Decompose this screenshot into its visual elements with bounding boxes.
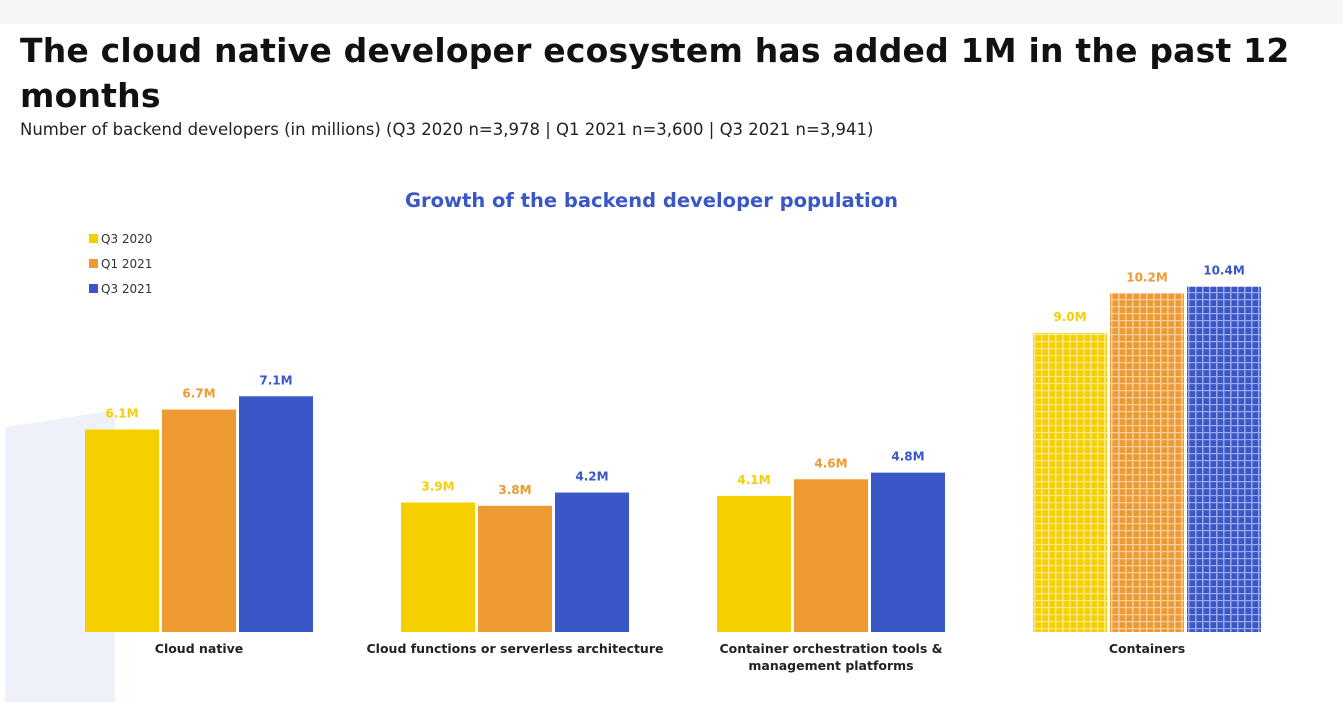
bar — [1033, 333, 1107, 632]
data-label: 10.2M — [1126, 270, 1168, 284]
legend-swatch — [89, 284, 98, 293]
bar — [1110, 293, 1184, 632]
legend-label: Q3 2021 — [101, 281, 153, 296]
top-strip — [0, 0, 1343, 24]
legend-swatch — [89, 234, 98, 243]
data-label: 3.8M — [498, 483, 531, 497]
data-label: 10.4M — [1203, 264, 1245, 278]
bar — [871, 472, 945, 632]
bar — [85, 429, 159, 632]
bar — [401, 502, 475, 632]
category-label: Container orchestration tools & manageme… — [719, 641, 943, 673]
chart-title: Growth of the backend developer populati… — [404, 189, 898, 212]
page-title: The cloud native developer ecosystem has… — [20, 31, 1290, 115]
data-label: 7.1M — [259, 373, 292, 387]
data-label: 4.2M — [575, 470, 608, 484]
data-label: 6.7M — [182, 387, 215, 401]
subtitle: Number of backend developers (in million… — [20, 120, 874, 139]
bar — [162, 409, 236, 632]
data-label: 4.1M — [737, 473, 770, 487]
category-label: Containers — [1108, 641, 1186, 656]
bar — [239, 396, 313, 632]
legend-label: Q3 2020 — [101, 231, 153, 246]
data-label: 9.0M — [1053, 310, 1086, 324]
bar — [717, 495, 791, 632]
category-label: Cloud native — [154, 641, 244, 656]
bar — [555, 492, 629, 632]
legend-swatch — [89, 259, 98, 268]
data-label: 4.6M — [814, 456, 847, 470]
bar — [1187, 286, 1261, 632]
legend-label: Q1 2021 — [101, 256, 153, 271]
legend-item: Q3 2020 — [89, 222, 152, 255]
data-label: 4.8M — [891, 450, 924, 464]
category-label: Cloud functions or serverless architectu… — [366, 641, 664, 656]
data-label: 3.9M — [421, 480, 454, 494]
legend: Q3 2020 Q1 2021 Q3 2021 — [89, 230, 152, 305]
legend-item: Q1 2021 — [89, 247, 152, 280]
bar — [794, 479, 868, 632]
data-label: 6.1M — [105, 406, 138, 420]
legend-item: Q3 2021 — [89, 272, 152, 305]
bar — [478, 505, 552, 632]
